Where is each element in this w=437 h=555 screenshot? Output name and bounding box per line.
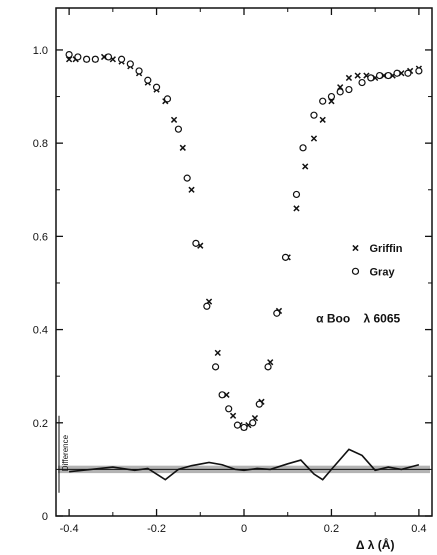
griffin-point xyxy=(354,72,361,79)
legend-gray-label: Gray xyxy=(369,266,395,278)
x-axis-ticks: -0.4 -0.2 0 0.2 0.4 xyxy=(60,8,427,535)
x-tick-label: 0.4 xyxy=(411,523,426,535)
gray-point xyxy=(240,423,248,432)
griffin-point xyxy=(310,135,318,142)
gray-point xyxy=(384,71,392,80)
y-tick-label: 0.8 xyxy=(33,138,48,150)
gray-point xyxy=(292,190,301,199)
x-axis-title: Δ λ (Å) xyxy=(356,537,395,552)
difference-label: Difference xyxy=(61,434,70,471)
gray-point xyxy=(319,97,327,105)
griffin-point xyxy=(188,186,195,193)
legend: Griffin Gray xyxy=(351,243,403,278)
gray-point xyxy=(152,83,161,91)
y-axis-ticks: 0 0.2 0.4 0.6 0.8 1.0 xyxy=(33,45,432,523)
gray-point xyxy=(183,174,191,182)
gray-point xyxy=(415,67,423,75)
gray-point xyxy=(345,85,353,94)
star-annotation: α Boo λ 6065 xyxy=(316,312,400,326)
gray-point xyxy=(336,88,344,96)
gray-point xyxy=(91,55,99,63)
difference-line xyxy=(69,448,420,481)
gray-point xyxy=(404,69,412,77)
griffin-series xyxy=(65,53,423,431)
griffin-point xyxy=(345,74,353,82)
x-tick-label: -0.2 xyxy=(147,523,166,535)
griffin-point xyxy=(229,412,237,419)
gray-point xyxy=(358,78,366,87)
gray-point xyxy=(65,51,73,59)
gray-point xyxy=(327,92,336,101)
y-tick-label: 0 xyxy=(42,511,48,523)
difference-band xyxy=(58,465,430,474)
gray-point xyxy=(83,55,91,63)
gray-point xyxy=(218,391,226,399)
griffin-point xyxy=(319,116,326,123)
plot-frame xyxy=(55,7,433,517)
x-tick-label: -0.4 xyxy=(60,523,79,535)
griffin-point xyxy=(214,349,221,357)
gray-point xyxy=(310,111,318,119)
y-tick-label: 1.0 xyxy=(33,45,48,57)
gray-point xyxy=(104,53,113,61)
gray-point xyxy=(203,302,211,310)
x-tick-label: 0.2 xyxy=(324,523,339,535)
y-tick-label: 0.4 xyxy=(33,325,48,337)
gray-point xyxy=(393,69,401,77)
gray-point xyxy=(273,309,281,317)
griffin-point xyxy=(293,205,300,212)
gray-point xyxy=(225,405,233,413)
griffin-point xyxy=(170,116,178,123)
gray-point xyxy=(211,363,220,371)
gray-point xyxy=(249,419,257,427)
gray-point xyxy=(174,125,183,133)
gray-point xyxy=(367,74,375,82)
x-tick-label: 0 xyxy=(241,523,247,535)
griffin-point xyxy=(179,144,186,151)
legend-griffin-label: Griffin xyxy=(369,243,402,255)
gray-point xyxy=(281,253,290,261)
difference-series xyxy=(69,448,420,481)
gray-point xyxy=(74,53,82,61)
gray-point xyxy=(375,71,384,80)
griffin-point xyxy=(302,163,309,170)
legend-gray-marker xyxy=(351,267,360,275)
gray-point xyxy=(299,144,307,152)
gray-point xyxy=(126,60,134,68)
gray-point xyxy=(144,76,152,84)
legend-griffin-marker xyxy=(352,244,359,252)
gray-point xyxy=(192,239,200,247)
gray-point xyxy=(233,421,242,429)
y-tick-label: 0.6 xyxy=(33,231,48,243)
gray-series xyxy=(65,51,423,432)
gray-point xyxy=(135,67,143,75)
gray-point xyxy=(264,363,272,371)
y-tick-label: 0.2 xyxy=(33,418,48,430)
gray-point xyxy=(117,55,126,63)
gray-point xyxy=(163,95,172,103)
gray-point xyxy=(255,400,263,408)
